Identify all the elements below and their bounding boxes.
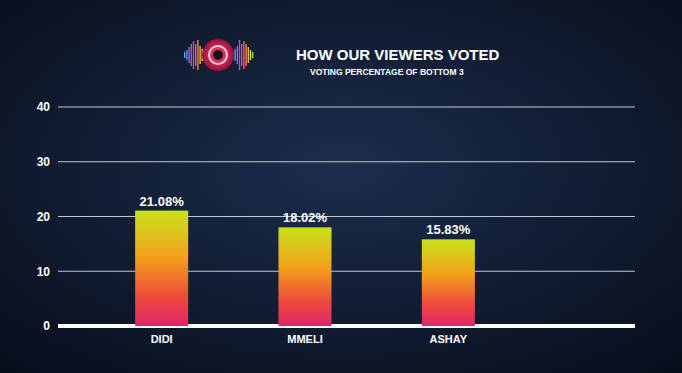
logo-bar bbox=[186, 50, 187, 60]
bar bbox=[422, 239, 475, 326]
logo-eye bbox=[202, 39, 234, 71]
bar bbox=[135, 211, 188, 326]
grid-line bbox=[58, 161, 635, 162]
bars bbox=[135, 211, 475, 326]
x-tick: MMELI bbox=[287, 326, 322, 345]
logo-bar bbox=[234, 49, 235, 61]
data-labels: 21.08% 18.02% 15.83% bbox=[140, 194, 471, 238]
logo bbox=[184, 39, 253, 71]
y-axis-line bbox=[56, 108, 57, 327]
x-tick: ASHAY bbox=[430, 326, 468, 345]
logo-bar bbox=[239, 40, 240, 70]
y-tick-label: 10 bbox=[37, 265, 51, 279]
y-tick: 0 bbox=[43, 319, 56, 333]
logo-bar bbox=[197, 40, 198, 70]
logo-bar bbox=[188, 47, 189, 63]
x-axis-line bbox=[91, 326, 521, 327]
y-tick: 40 bbox=[37, 100, 56, 114]
title: HOW OUR VIEWERS VOTED bbox=[296, 46, 500, 63]
y-tick: 30 bbox=[37, 155, 56, 169]
data-label: 18.02% bbox=[283, 210, 328, 225]
logo-bar bbox=[193, 41, 194, 69]
logo-pupil bbox=[213, 50, 223, 60]
background bbox=[0, 0, 682, 373]
data-label: 21.08% bbox=[140, 194, 185, 209]
subtitle: VOTING PERCENTAGE OF BOTTOM 3 bbox=[310, 67, 464, 77]
grid bbox=[58, 107, 635, 326]
y-tick-label: 30 bbox=[37, 155, 51, 169]
logo-bar bbox=[191, 44, 192, 66]
logo-bar bbox=[243, 41, 244, 69]
logo-bar bbox=[241, 44, 242, 66]
x-tick: DIDI bbox=[151, 326, 173, 345]
y-tick-label: 40 bbox=[37, 100, 51, 114]
logo-bar bbox=[195, 44, 196, 66]
logo-bar bbox=[248, 47, 249, 63]
grid-line bbox=[58, 106, 635, 107]
x-tick-label: DIDI bbox=[151, 333, 173, 345]
data-label: 15.83% bbox=[426, 222, 471, 237]
logo-bar bbox=[245, 44, 246, 66]
y-tick-label: 20 bbox=[37, 210, 51, 224]
y-tick-label: 0 bbox=[43, 319, 50, 333]
logo-ring bbox=[209, 46, 227, 64]
x-tick-label: ASHAY bbox=[430, 333, 468, 345]
logo-bar bbox=[184, 52, 185, 58]
logo-bar bbox=[250, 50, 251, 60]
y-tick: 10 bbox=[37, 265, 56, 279]
logo-bar bbox=[252, 52, 253, 58]
y-axis: 0 10 20 30 40 bbox=[37, 100, 57, 333]
logo-bar bbox=[199, 46, 200, 64]
x-tick-label: MMELI bbox=[287, 333, 322, 345]
x-axis: DIDI MMELI ASHAY bbox=[91, 326, 521, 345]
y-tick: 20 bbox=[37, 210, 56, 224]
logo-bar bbox=[237, 46, 238, 64]
bar bbox=[278, 227, 331, 326]
